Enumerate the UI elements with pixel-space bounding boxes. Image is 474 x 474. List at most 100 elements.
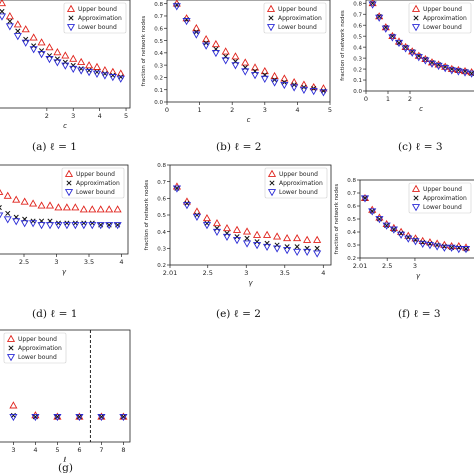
panel-b: 0 1 2 3 4 5 0.0 0.1 0.2 0.3 0.4 0.5 0.6 0.7 0.8 c fracti… xyxy=(141,0,332,124)
x-tick-label: 4 xyxy=(33,446,37,454)
plot-frame xyxy=(0,0,131,109)
upper-point xyxy=(3,191,12,199)
lower-point xyxy=(313,250,322,258)
upper-point xyxy=(9,401,18,409)
upper-point xyxy=(408,47,417,55)
x-axis-label: γ xyxy=(62,268,67,276)
lower-point xyxy=(69,65,78,74)
approx-point xyxy=(78,66,84,72)
y-tick-label: 0.8 xyxy=(157,163,166,169)
upper-point xyxy=(62,203,71,211)
legend-upper-marker xyxy=(66,4,76,12)
y-tick-label: 0.4 xyxy=(347,230,356,236)
legend-approx-label: Approximation xyxy=(279,180,323,187)
legend-approx-marker xyxy=(413,195,419,201)
y-axis-label: fraction of network nodes xyxy=(144,180,150,251)
y-tick-label: 0.2 xyxy=(347,256,356,262)
upper-point xyxy=(192,23,201,32)
panel-f: 2.01 2.5 3 0.2 0.3 0.4 0.5 0.6 0.7 0.8 γ fraction o… xyxy=(334,178,474,280)
y-tick-label: 0.0 xyxy=(154,100,163,106)
lower-point xyxy=(100,72,109,80)
legend-lower-marker xyxy=(411,204,421,212)
approx-point xyxy=(264,240,270,246)
lower-point xyxy=(280,81,289,90)
lower-point xyxy=(45,56,54,64)
lower-point xyxy=(368,208,377,216)
approx-point xyxy=(15,28,21,34)
x-tick-label: 3.5 xyxy=(84,258,94,266)
lower-point xyxy=(401,45,410,53)
legend-approx-marker xyxy=(66,180,72,186)
upper-point xyxy=(45,43,54,51)
upper-point xyxy=(37,38,46,46)
lower-point xyxy=(75,413,84,422)
x-axis-label: c xyxy=(247,116,251,124)
y-tick-label: 0.6 xyxy=(154,26,163,32)
y-tick-label: 0.8 xyxy=(154,2,163,8)
lower-point xyxy=(53,413,62,422)
upper-point xyxy=(12,195,21,203)
lower-point xyxy=(172,3,181,11)
legend: Upper bound Approximation Lower bound xyxy=(63,2,127,34)
legend-approx-marker xyxy=(68,15,74,21)
legend-upper-label: Upper bound xyxy=(78,6,117,13)
upper-point xyxy=(232,225,242,233)
legend: Upper bound Approximation Lower bound xyxy=(263,2,327,34)
lower-point xyxy=(382,222,391,230)
legend-upper-label: Upper bound xyxy=(18,336,57,343)
upper-point xyxy=(421,54,430,63)
legend-lower-label: Lower bound xyxy=(78,24,117,31)
approx-point xyxy=(30,218,36,224)
y-tick-label: 0.5 xyxy=(154,39,163,45)
legend-approx-marker xyxy=(269,180,275,186)
x-tick-label: 3 xyxy=(413,262,417,270)
lower-point xyxy=(440,244,449,252)
lower-point xyxy=(105,222,114,230)
approx-point xyxy=(234,234,240,240)
upper-point xyxy=(293,234,302,242)
approx-point xyxy=(224,230,230,236)
lower-point xyxy=(396,231,406,239)
legend-lower-label: Lower bound xyxy=(76,189,115,196)
legend-box xyxy=(408,2,472,34)
lower-point xyxy=(252,242,262,250)
y-tick-label: 0.1 xyxy=(353,78,362,84)
lower-point xyxy=(273,245,282,253)
x-axis-label: ℓ xyxy=(63,456,67,464)
lower-point xyxy=(293,248,302,256)
x-tick-label: 7 xyxy=(99,446,103,454)
approx-point xyxy=(46,53,53,59)
lower-point xyxy=(108,74,117,82)
upper-point xyxy=(105,205,114,213)
legend-upper-label: Upper bound xyxy=(76,171,115,178)
lower-point xyxy=(427,60,437,68)
lower-point xyxy=(79,222,88,230)
y-axis-label: fraction of network nodes xyxy=(340,10,346,81)
y-axis-label: fraction of network nodes xyxy=(334,184,340,255)
y-tick-label: 0.2 xyxy=(154,76,163,82)
caption-c: (c) ℓ = 3 xyxy=(398,141,443,153)
x-tick-label: 4 xyxy=(321,269,325,277)
caption-e: (e) ℓ = 2 xyxy=(216,308,261,320)
lower-point xyxy=(113,222,122,230)
approx-point xyxy=(118,74,124,80)
approx-point xyxy=(214,225,220,231)
x-tick-label: 5 xyxy=(55,446,59,454)
x-axis-label: c xyxy=(419,105,423,113)
upper-point xyxy=(270,71,279,80)
lower-point xyxy=(250,72,260,80)
approx-point xyxy=(39,48,45,54)
legend-lower-marker xyxy=(66,24,76,32)
x-tick-label: 2.5 xyxy=(203,269,213,277)
legend-box xyxy=(263,2,327,34)
lower-point xyxy=(241,68,250,76)
approx-point xyxy=(86,67,92,73)
lower-point xyxy=(29,220,38,228)
x-tick-label: 0 xyxy=(364,95,368,103)
legend-approx-label: Approximation xyxy=(423,195,467,202)
upper-point xyxy=(360,193,370,202)
lower-point xyxy=(116,75,125,83)
approx-point xyxy=(194,212,200,218)
lower-point xyxy=(54,222,63,230)
